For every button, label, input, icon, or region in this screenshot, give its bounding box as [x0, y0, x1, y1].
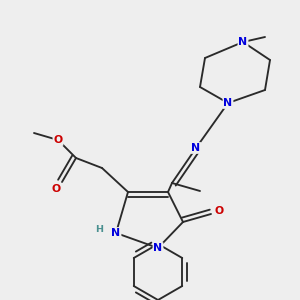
Text: O: O: [51, 184, 61, 194]
Text: H: H: [95, 226, 103, 235]
Text: N: N: [191, 143, 201, 153]
Text: N: N: [111, 228, 121, 238]
Text: O: O: [214, 206, 224, 216]
Text: N: N: [224, 98, 232, 108]
Text: N: N: [238, 37, 247, 47]
Text: N: N: [153, 243, 163, 253]
Text: O: O: [53, 135, 63, 145]
